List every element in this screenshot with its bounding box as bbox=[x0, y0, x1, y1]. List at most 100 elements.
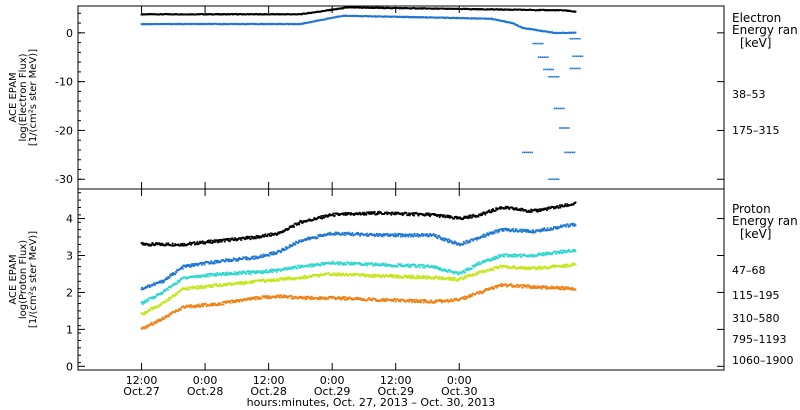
proton-data-point bbox=[574, 288, 577, 291]
proton-data-point bbox=[471, 267, 473, 270]
proton-data-point bbox=[508, 229, 511, 232]
proton-data-point bbox=[307, 238, 310, 240]
proton-data-point bbox=[527, 209, 530, 212]
proton-data-point bbox=[551, 253, 553, 256]
proton-data-point bbox=[363, 275, 365, 277]
proton-data-point bbox=[228, 272, 231, 274]
proton-data-point bbox=[408, 300, 410, 303]
proton-data-point bbox=[282, 268, 285, 271]
proton-data-point bbox=[561, 251, 564, 254]
proton-data-point bbox=[287, 266, 290, 269]
proton-data-point bbox=[209, 239, 212, 242]
proton-data-point bbox=[351, 298, 354, 301]
proton-data-point bbox=[564, 287, 567, 290]
proton-data-point bbox=[197, 285, 199, 288]
proton-data-point bbox=[554, 264, 557, 267]
proton-data-point bbox=[188, 265, 191, 268]
proton-data-point bbox=[555, 227, 558, 230]
proton-data-point bbox=[191, 264, 194, 267]
electron-legend-title: Electron bbox=[732, 11, 781, 25]
proton-data-point bbox=[172, 294, 175, 297]
proton-data-point bbox=[317, 298, 320, 301]
proton-data-point bbox=[192, 305, 195, 308]
proton-data-point bbox=[159, 244, 162, 247]
proton-data-point bbox=[227, 239, 229, 241]
proton-data-point bbox=[251, 298, 254, 300]
proton-data-point bbox=[305, 298, 308, 300]
proton-data-point bbox=[485, 271, 487, 273]
proton-data-point bbox=[416, 277, 419, 280]
proton-data-point bbox=[527, 229, 530, 232]
proton-data-point bbox=[380, 299, 382, 302]
proton-data-point bbox=[232, 301, 234, 304]
proton-data-point bbox=[403, 276, 405, 279]
proton-data-point bbox=[528, 230, 531, 233]
proton-data-point bbox=[552, 285, 555, 288]
proton-data-point bbox=[571, 287, 574, 290]
proton-data-point bbox=[418, 275, 421, 278]
proton-data-point bbox=[448, 241, 450, 244]
proton-data-point bbox=[298, 223, 301, 226]
proton-data-point bbox=[536, 267, 539, 270]
proton-data-point bbox=[190, 304, 193, 307]
proton-data-point bbox=[262, 253, 265, 256]
proton-data-point bbox=[523, 230, 526, 232]
electron-dropout-point bbox=[539, 56, 542, 59]
proton-data-point bbox=[146, 326, 149, 329]
proton-data-point bbox=[384, 298, 387, 301]
electron-dropout-point bbox=[537, 56, 540, 59]
proton-data-point bbox=[275, 278, 278, 280]
proton-data-point bbox=[540, 229, 543, 232]
proton-data-point bbox=[230, 282, 233, 285]
proton-data-point bbox=[275, 294, 278, 297]
proton-data-point bbox=[227, 237, 230, 240]
proton-data-point bbox=[189, 264, 192, 267]
proton-data-point bbox=[195, 287, 198, 290]
proton-data-point bbox=[490, 211, 492, 214]
proton-data-point bbox=[460, 217, 463, 220]
proton-data-point bbox=[538, 208, 541, 211]
electron-series bbox=[140, 6, 577, 16]
proton-data-point bbox=[342, 263, 345, 266]
proton-data-point bbox=[532, 284, 535, 287]
proton-data-point bbox=[527, 255, 530, 258]
proton-data-point bbox=[275, 270, 278, 273]
proton-data-point bbox=[533, 266, 536, 268]
proton-data-point bbox=[549, 228, 552, 231]
proton-data-point bbox=[385, 300, 388, 302]
proton-data-point bbox=[296, 242, 299, 244]
proton-data-point bbox=[299, 266, 302, 269]
proton-data-point bbox=[241, 272, 243, 275]
proton-data-point bbox=[230, 238, 233, 241]
proton-data-point bbox=[521, 231, 524, 233]
proton-data-point bbox=[221, 301, 224, 303]
proton-data-point bbox=[450, 279, 452, 281]
proton-data-point bbox=[392, 276, 395, 279]
proton-data-point bbox=[149, 308, 152, 311]
proton-data-point bbox=[372, 211, 375, 214]
proton-ytick-label: 1 bbox=[66, 323, 73, 336]
proton-data-point bbox=[178, 307, 181, 310]
proton-data-point bbox=[463, 298, 466, 301]
electron-dropout-point bbox=[568, 151, 570, 154]
proton-data-point bbox=[457, 273, 460, 276]
proton-data-point bbox=[275, 279, 278, 282]
proton-data-point bbox=[520, 255, 523, 258]
proton-data-point bbox=[194, 243, 197, 246]
proton-data-point bbox=[286, 277, 288, 280]
proton-data-point bbox=[488, 209, 491, 212]
proton-data-point bbox=[143, 300, 146, 303]
proton-data-point bbox=[519, 208, 522, 211]
proton-data-point bbox=[253, 297, 256, 300]
proton-data-point bbox=[371, 262, 374, 265]
proton-data-point bbox=[501, 254, 504, 257]
proton-data-point bbox=[227, 260, 230, 263]
proton-data-point bbox=[563, 263, 566, 266]
proton-legend-entry: 795–1193 bbox=[732, 333, 787, 346]
proton-data-point bbox=[169, 273, 172, 276]
proton-data-point bbox=[542, 254, 545, 257]
proton-data-point bbox=[259, 235, 262, 238]
proton-data-point bbox=[259, 270, 262, 273]
proton-data-point bbox=[506, 253, 508, 256]
proton-data-point bbox=[403, 299, 405, 302]
